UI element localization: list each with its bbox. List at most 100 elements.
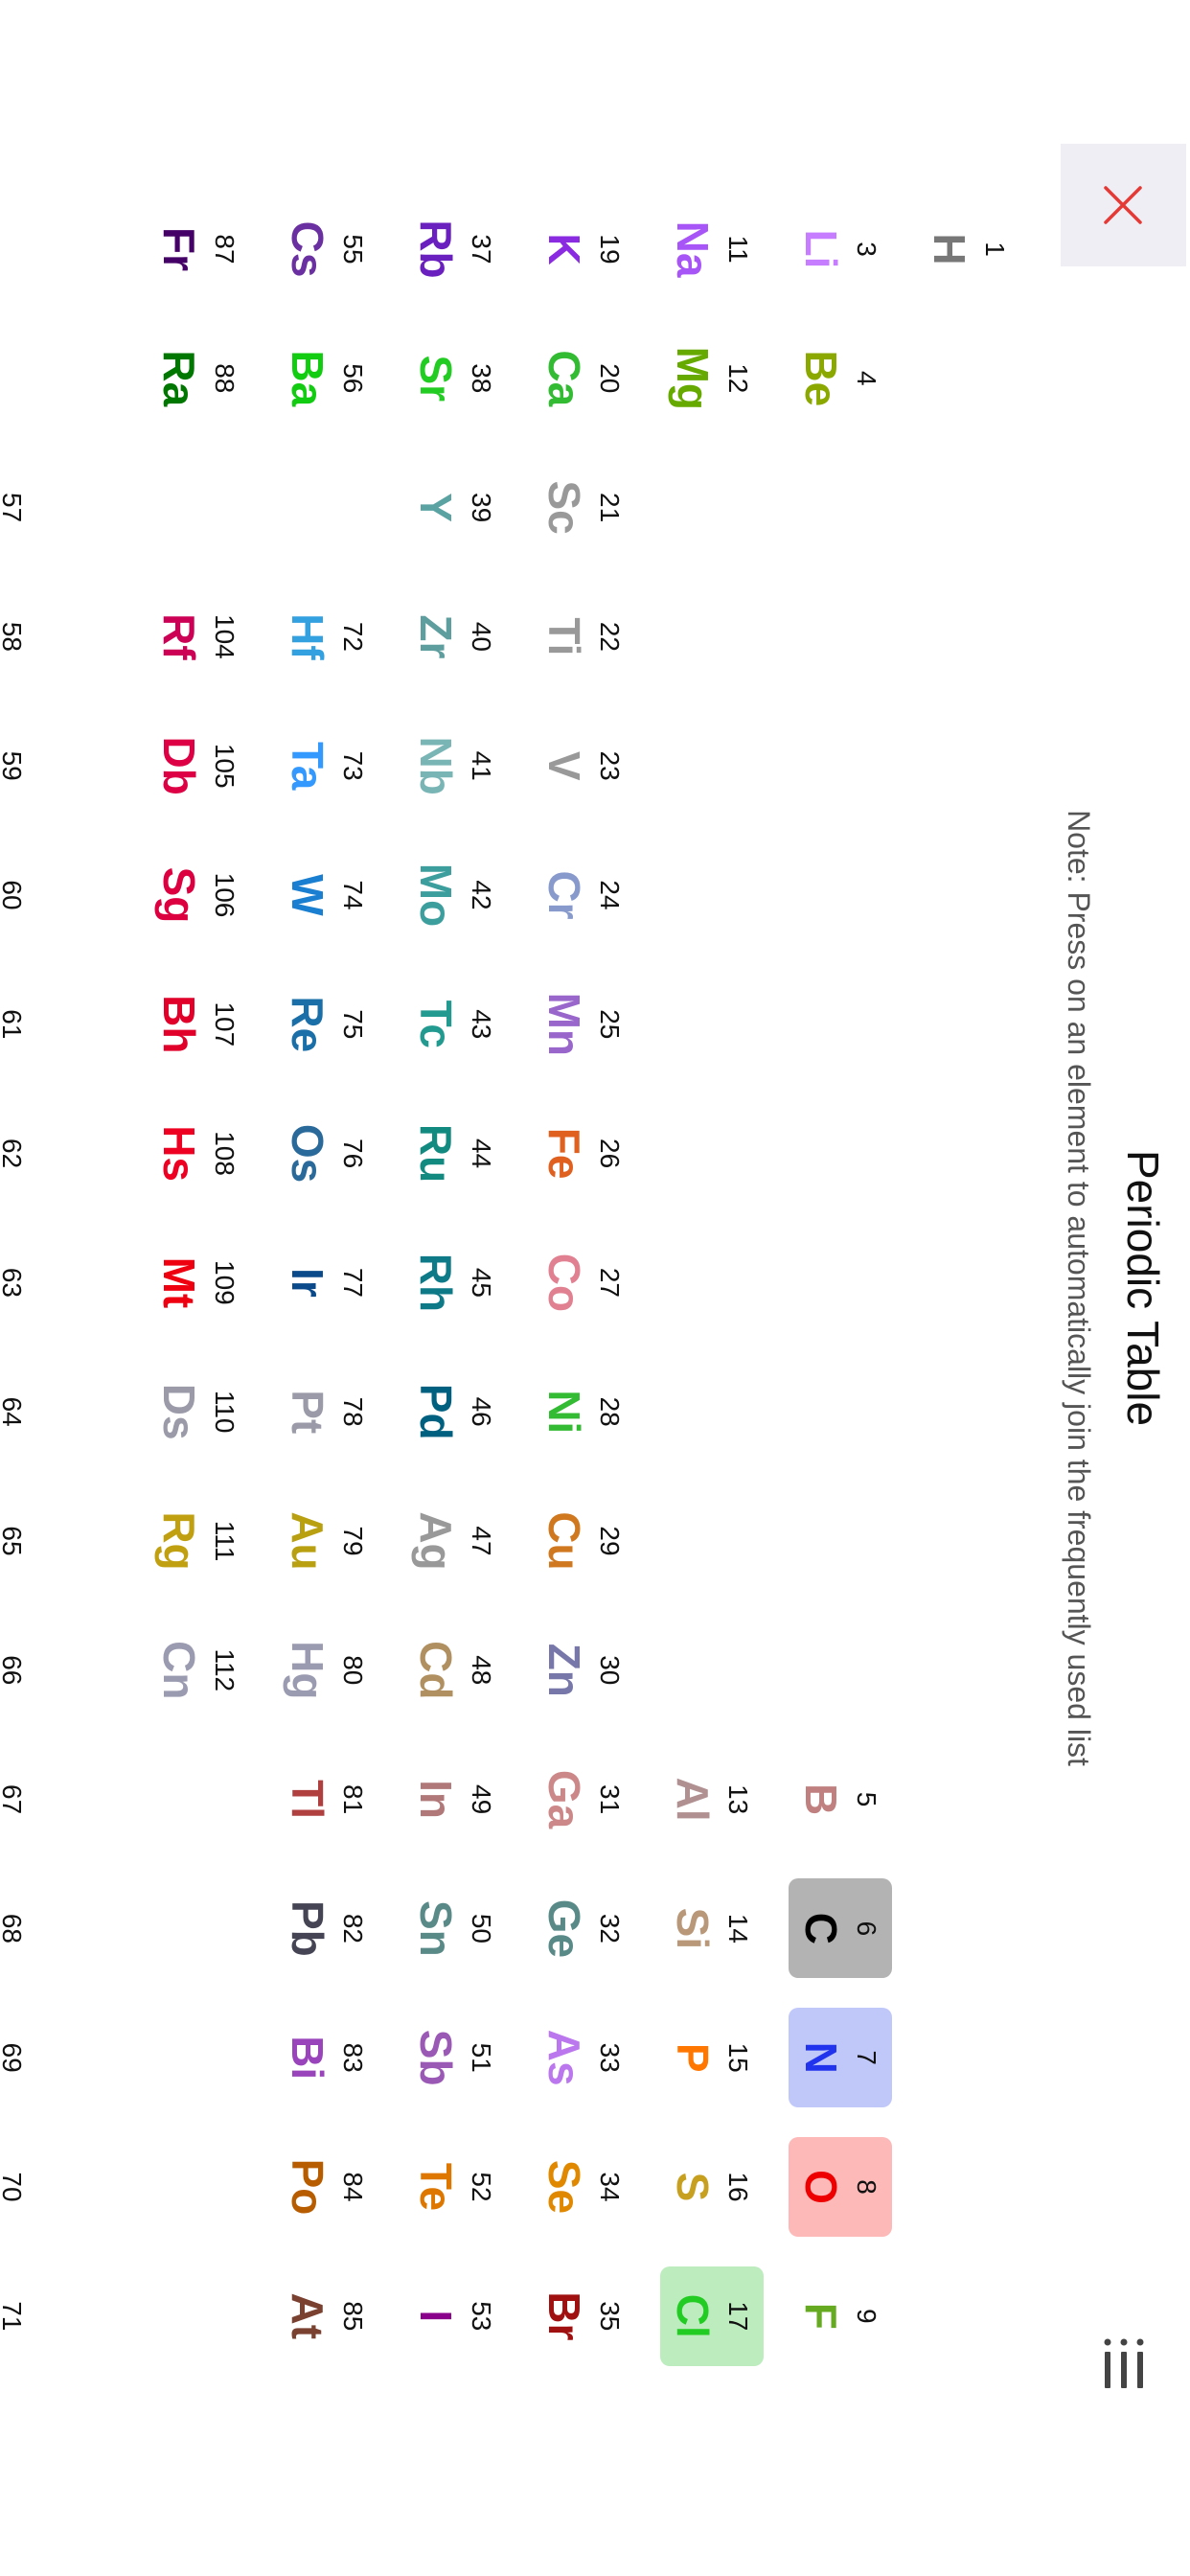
element-cell-bi[interactable]: 83 Bi xyxy=(275,2008,378,2107)
element-cell-hf[interactable]: 72 Hf xyxy=(275,586,378,686)
element-cell-ru[interactable]: 44 Ru xyxy=(403,1104,507,1204)
element-cell-co[interactable]: 27 Co xyxy=(532,1232,635,1332)
element-cell-fe[interactable]: 26 Fe xyxy=(532,1104,635,1204)
element-cell-v[interactable]: 23 V xyxy=(532,716,635,816)
lanthanide-cell[interactable]: 59 xyxy=(0,716,37,816)
element-cell-pb[interactable]: 82 Pb xyxy=(275,1878,378,1978)
element-cell-s[interactable]: 16 S xyxy=(660,2137,764,2237)
element-cell-ge[interactable]: 32 Ge xyxy=(532,1878,635,1978)
lanthanide-cell[interactable]: 68 xyxy=(0,1878,37,1978)
element-cell-pd[interactable]: 46 Pd xyxy=(403,1362,507,1461)
element-cell-ti[interactable]: 22 Ti xyxy=(532,586,635,686)
element-cell-br[interactable]: 35 Br xyxy=(532,2266,635,2366)
close-button[interactable] xyxy=(1061,144,1186,266)
lanthanide-cell[interactable]: 60 xyxy=(0,845,37,945)
element-cell-tl[interactable]: 81 Tl xyxy=(275,1750,378,1850)
element-symbol: Sn xyxy=(411,1900,461,1957)
element-cell-au[interactable]: 79 Au xyxy=(275,1491,378,1591)
lanthanide-cell[interactable]: 65 xyxy=(0,1491,37,1591)
element-cell-in[interactable]: 49 In xyxy=(403,1750,507,1850)
lanthanide-cell[interactable]: 71 xyxy=(0,2266,37,2366)
element-cell-cu[interactable]: 29 Cu xyxy=(532,1491,635,1591)
lanthanide-cell[interactable]: 67 xyxy=(0,1750,37,1850)
element-cell-ca[interactable]: 20 Ca xyxy=(532,329,635,428)
element-cell-si[interactable]: 14 Si xyxy=(660,1878,764,1978)
element-cell-ga[interactable]: 31 Ga xyxy=(532,1750,635,1850)
element-cell-y[interactable]: 39 Y xyxy=(403,458,507,558)
element-cell-ta[interactable]: 73 Ta xyxy=(275,716,378,816)
element-cell-rf[interactable]: 104 Rf xyxy=(147,586,250,686)
element-cell-bh[interactable]: 107 Bh xyxy=(147,975,250,1074)
element-cell-sg[interactable]: 106 Sg xyxy=(147,845,250,945)
lanthanide-cell[interactable]: 69 xyxy=(0,2008,37,2107)
element-cell-hg[interactable]: 80 Hg xyxy=(275,1621,378,1720)
element-cell-ag[interactable]: 47 Ag xyxy=(403,1491,507,1591)
element-cell-tc[interactable]: 43 Tc xyxy=(403,975,507,1074)
element-symbol: Ca xyxy=(539,350,589,407)
element-cell-na[interactable]: 11 Na xyxy=(660,199,764,299)
element-cell-pt[interactable]: 78 Pt xyxy=(275,1362,378,1461)
element-cell-db[interactable]: 105 Db xyxy=(147,716,250,816)
atomic-number: 78 xyxy=(338,1396,368,1427)
lanthanide-cell[interactable]: 64 xyxy=(0,1362,37,1461)
element-cell-w[interactable]: 74 W xyxy=(275,845,378,945)
lanthanide-cell[interactable]: 62 xyxy=(0,1104,37,1204)
element-cell-mn[interactable]: 25 Mn xyxy=(532,975,635,1074)
element-cell-rg[interactable]: 111 Rg xyxy=(147,1491,250,1591)
list-menu-button[interactable] xyxy=(1100,2338,1148,2388)
element-cell-ba[interactable]: 56 Ba xyxy=(275,329,378,428)
element-cell-mg[interactable]: 12 Mg xyxy=(660,329,764,428)
lanthanide-cell[interactable]: 61 xyxy=(0,975,37,1074)
element-cell-as[interactable]: 33 As xyxy=(532,2008,635,2107)
element-cell-al[interactable]: 13 Al xyxy=(660,1750,764,1850)
atomic-number: 4 xyxy=(852,371,881,386)
element-cell-at[interactable]: 85 At xyxy=(275,2266,378,2366)
lanthanide-cell[interactable]: 66 xyxy=(0,1621,37,1720)
atomic-number: 44 xyxy=(467,1138,496,1169)
lanthanide-cell[interactable]: 70 xyxy=(0,2137,37,2237)
element-cell-cn[interactable]: 112 Cn xyxy=(147,1621,250,1720)
element-cell-te[interactable]: 52 Te xyxy=(403,2137,507,2237)
lanthanide-cell[interactable]: 63 xyxy=(0,1232,37,1332)
element-cell-nb[interactable]: 41 Nb xyxy=(403,716,507,816)
element-cell-zn[interactable]: 30 Zn xyxy=(532,1621,635,1720)
element-cell-rh[interactable]: 45 Rh xyxy=(403,1232,507,1332)
atomic-number: 48 xyxy=(467,1655,496,1686)
element-cell-zr[interactable]: 40 Zr xyxy=(403,586,507,686)
atomic-number: 79 xyxy=(338,1526,368,1556)
element-cell-ni[interactable]: 28 Ni xyxy=(532,1362,635,1461)
lanthanide-cell[interactable]: 58 xyxy=(0,586,37,686)
element-cell-fr[interactable]: 87 Fr xyxy=(147,199,250,299)
element-cell-po[interactable]: 84 Po xyxy=(275,2137,378,2237)
element-cell-mt[interactable]: 109 Mt xyxy=(147,1232,250,1332)
element-cell-cr[interactable]: 24 Cr xyxy=(532,845,635,945)
element-cell-sr[interactable]: 38 Sr xyxy=(403,329,507,428)
element-cell-ra[interactable]: 88 Ra xyxy=(147,329,250,428)
element-cell-p[interactable]: 15 P xyxy=(660,2008,764,2107)
element-cell-cd[interactable]: 48 Cd xyxy=(403,1621,507,1720)
element-cell-ir[interactable]: 77 Ir xyxy=(275,1232,378,1332)
element-cell-sn[interactable]: 50 Sn xyxy=(403,1878,507,1978)
element-cell-sb[interactable]: 51 Sb xyxy=(403,2008,507,2107)
element-cell-cs[interactable]: 55 Cs xyxy=(275,199,378,299)
element-cell-mo[interactable]: 42 Mo xyxy=(403,845,507,945)
element-cell-hs[interactable]: 108 Hs xyxy=(147,1104,250,1204)
element-cell-i[interactable]: 53 I xyxy=(403,2266,507,2366)
element-cell-re[interactable]: 75 Re xyxy=(275,975,378,1074)
lanthanide-cell[interactable]: 57 xyxy=(0,458,37,558)
element-cell-k[interactable]: 19 K xyxy=(532,199,635,299)
element-cell-cl[interactable]: 17 Cl xyxy=(660,2266,764,2366)
element-cell-li[interactable]: 3 Li xyxy=(789,199,892,299)
element-cell-se[interactable]: 34 Se xyxy=(532,2137,635,2237)
element-cell-be[interactable]: 4 Be xyxy=(789,329,892,428)
element-cell-rb[interactable]: 37 Rb xyxy=(403,199,507,299)
element-cell-os[interactable]: 76 Os xyxy=(275,1104,378,1204)
element-cell-sc[interactable]: 21 Sc xyxy=(532,458,635,558)
element-cell-ds[interactable]: 110 Ds xyxy=(147,1362,250,1461)
